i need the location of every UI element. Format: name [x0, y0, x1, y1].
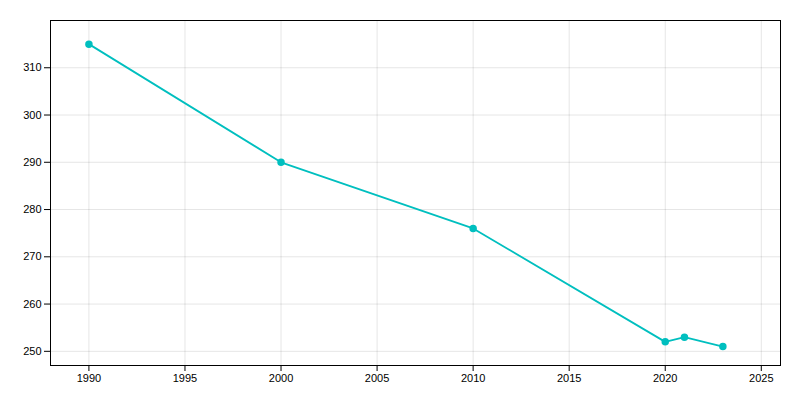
svg-text:1995: 1995 [173, 372, 197, 384]
svg-text:2025: 2025 [749, 372, 773, 384]
svg-text:2005: 2005 [365, 372, 389, 384]
svg-text:2020: 2020 [653, 372, 677, 384]
svg-text:290: 290 [23, 156, 41, 168]
svg-text:2010: 2010 [461, 372, 485, 384]
svg-text:300: 300 [23, 109, 41, 121]
svg-text:250: 250 [23, 345, 41, 357]
svg-text:270: 270 [23, 250, 41, 262]
svg-text:2015: 2015 [557, 372, 581, 384]
svg-text:260: 260 [23, 298, 41, 310]
svg-text:1990: 1990 [77, 372, 101, 384]
svg-text:2000: 2000 [269, 372, 293, 384]
svg-text:280: 280 [23, 203, 41, 215]
svg-text:310: 310 [23, 61, 41, 73]
